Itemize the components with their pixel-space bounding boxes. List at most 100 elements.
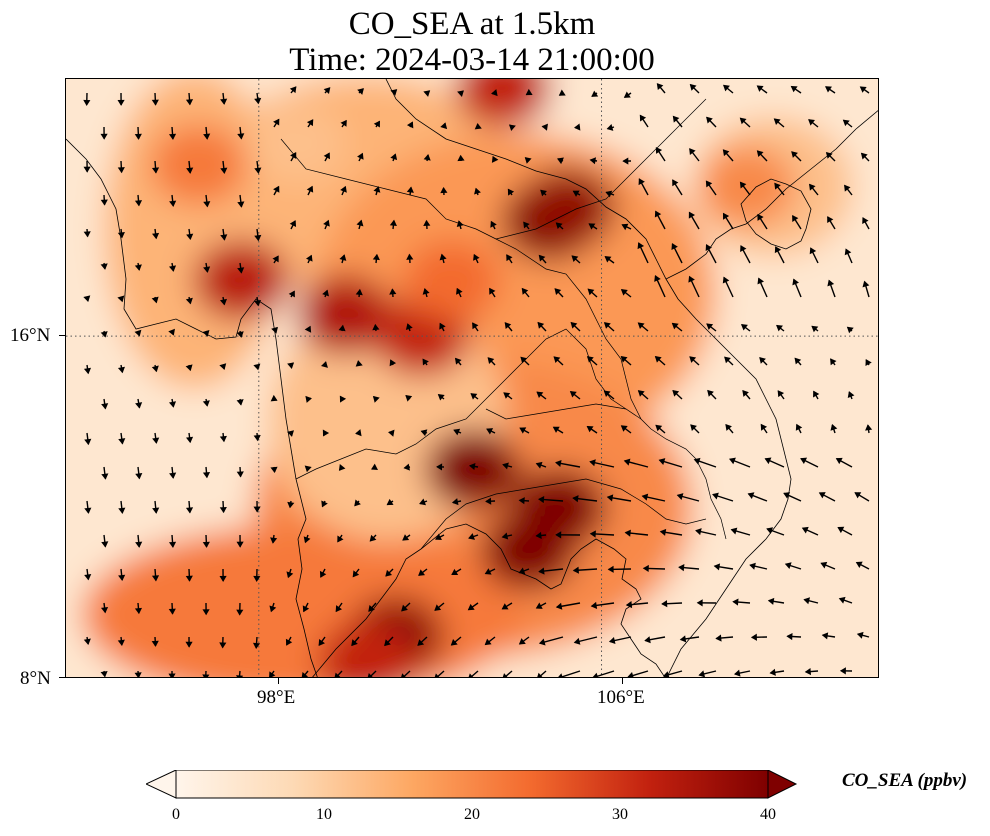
wind-vector-head	[337, 535, 344, 543]
wind-vector-head	[151, 640, 159, 647]
wind-vector-head	[569, 390, 577, 398]
wind-vector-head	[319, 570, 327, 578]
wind-vector-head	[698, 670, 705, 677]
wind-vector-head	[759, 356, 766, 364]
wind-vector-head	[168, 673, 176, 677]
wind-vector-head	[838, 596, 846, 604]
wind-vector-head	[469, 462, 476, 471]
wind-vector-head	[474, 187, 481, 195]
wind-vector-head	[678, 564, 685, 572]
wind-vector-head	[842, 119, 850, 127]
co-hotspot	[296, 274, 393, 355]
wind-vector-head	[252, 642, 261, 650]
wind-vector-head	[83, 638, 91, 646]
wind-vector-head	[503, 392, 511, 399]
wind-vector-head	[355, 360, 363, 367]
wind-vector-head	[524, 157, 532, 164]
wind-vector-head	[859, 86, 867, 93]
wind-vector-head	[862, 280, 870, 288]
wind-vector-head	[641, 493, 649, 501]
wind-vector-head	[809, 183, 816, 191]
wind-vector-head	[501, 603, 509, 610]
wind-vector-head	[100, 199, 108, 206]
wind-vector-head	[169, 200, 177, 207]
wind-vector-head	[786, 632, 793, 641]
wind-vector-head	[83, 231, 91, 238]
wind-vector-head	[827, 216, 834, 224]
wind-vector-head	[269, 605, 277, 613]
wind-vector-head	[695, 528, 702, 536]
wind-vector-head	[749, 562, 756, 570]
wind-vector-head	[254, 167, 262, 174]
wind-vector-head	[84, 438, 92, 446]
wind-vector-head	[603, 322, 611, 329]
wind-vector-head	[403, 463, 410, 471]
wind-vector-head	[555, 531, 562, 539]
wind-vector-head	[644, 636, 651, 644]
wind-vector-head	[706, 116, 713, 124]
wind-vector-head	[152, 232, 160, 240]
wind-vector-head	[693, 457, 701, 465]
wind-vector-head	[688, 275, 695, 283]
wind-vector-head	[606, 123, 614, 131]
wind-vector-head	[357, 152, 364, 160]
wind-vector-head	[656, 83, 664, 90]
wind-vector-head	[795, 423, 803, 431]
co-hotspot	[455, 79, 551, 128]
wind-vector-head	[389, 359, 397, 367]
wind-vector-head	[586, 356, 594, 363]
wind-vector-head	[830, 423, 838, 431]
wind-vector-head	[783, 492, 791, 499]
wind-vector-head	[185, 297, 193, 305]
wind-vector-head	[306, 185, 314, 193]
wind-vector-head	[305, 395, 312, 403]
wind-vector-head	[589, 157, 597, 165]
wind-vector-head	[185, 436, 194, 444]
wind-vector-head	[236, 331, 244, 338]
wind-vector-head	[151, 296, 159, 304]
wind-vector	[335, 670, 343, 677]
wind-vector-head	[151, 575, 160, 582]
wind-vector-head	[712, 492, 719, 500]
wind-vector-head	[688, 211, 696, 219]
wind-vector-head	[202, 400, 210, 407]
wind-vector-head	[470, 393, 478, 400]
wind-vector-head	[574, 123, 581, 131]
wind-vector-head	[620, 425, 628, 432]
wind-vector-head	[151, 167, 160, 174]
wind-vector-head	[722, 149, 730, 157]
wind-vector-head	[661, 600, 668, 608]
wind-vector-head	[722, 276, 730, 284]
wind-vector-head	[538, 567, 545, 575]
wind-vector-head	[603, 390, 611, 398]
wind-vector-head	[185, 507, 194, 514]
wind-vector-head	[152, 437, 160, 444]
map-panel	[65, 78, 879, 678]
wind-vector-head	[219, 642, 227, 649]
wind-vector-head	[168, 133, 177, 140]
wind-vector-head	[586, 425, 594, 433]
wind-vector-head	[733, 669, 741, 677]
wind-vector-head	[202, 330, 210, 337]
wind-vector-head	[662, 671, 670, 677]
wind-vector-head	[540, 189, 547, 197]
lon-tick-label-98: 98°E	[257, 687, 296, 708]
wind-vector-head	[423, 154, 431, 161]
wind-vector-head	[303, 536, 311, 544]
wind-vector-head	[606, 494, 614, 502]
wind-vector-head	[202, 609, 210, 616]
wind-vector-head	[590, 601, 598, 609]
wind-vector-head	[450, 639, 458, 646]
wind-vector-head	[373, 186, 381, 193]
wind-vector-head	[571, 255, 579, 262]
wind-vector-head	[185, 364, 193, 372]
wind-vector-head	[339, 395, 347, 403]
wind-vector-head	[638, 178, 645, 186]
wind-vector-head	[369, 534, 377, 542]
wind-vector-head	[420, 429, 428, 437]
wind-vector-head	[168, 265, 177, 272]
wind-vector-head	[671, 243, 678, 250]
wind-vector-head	[835, 457, 843, 465]
wind-vector-head	[372, 253, 380, 261]
lat-tick-mark-16	[59, 335, 65, 336]
